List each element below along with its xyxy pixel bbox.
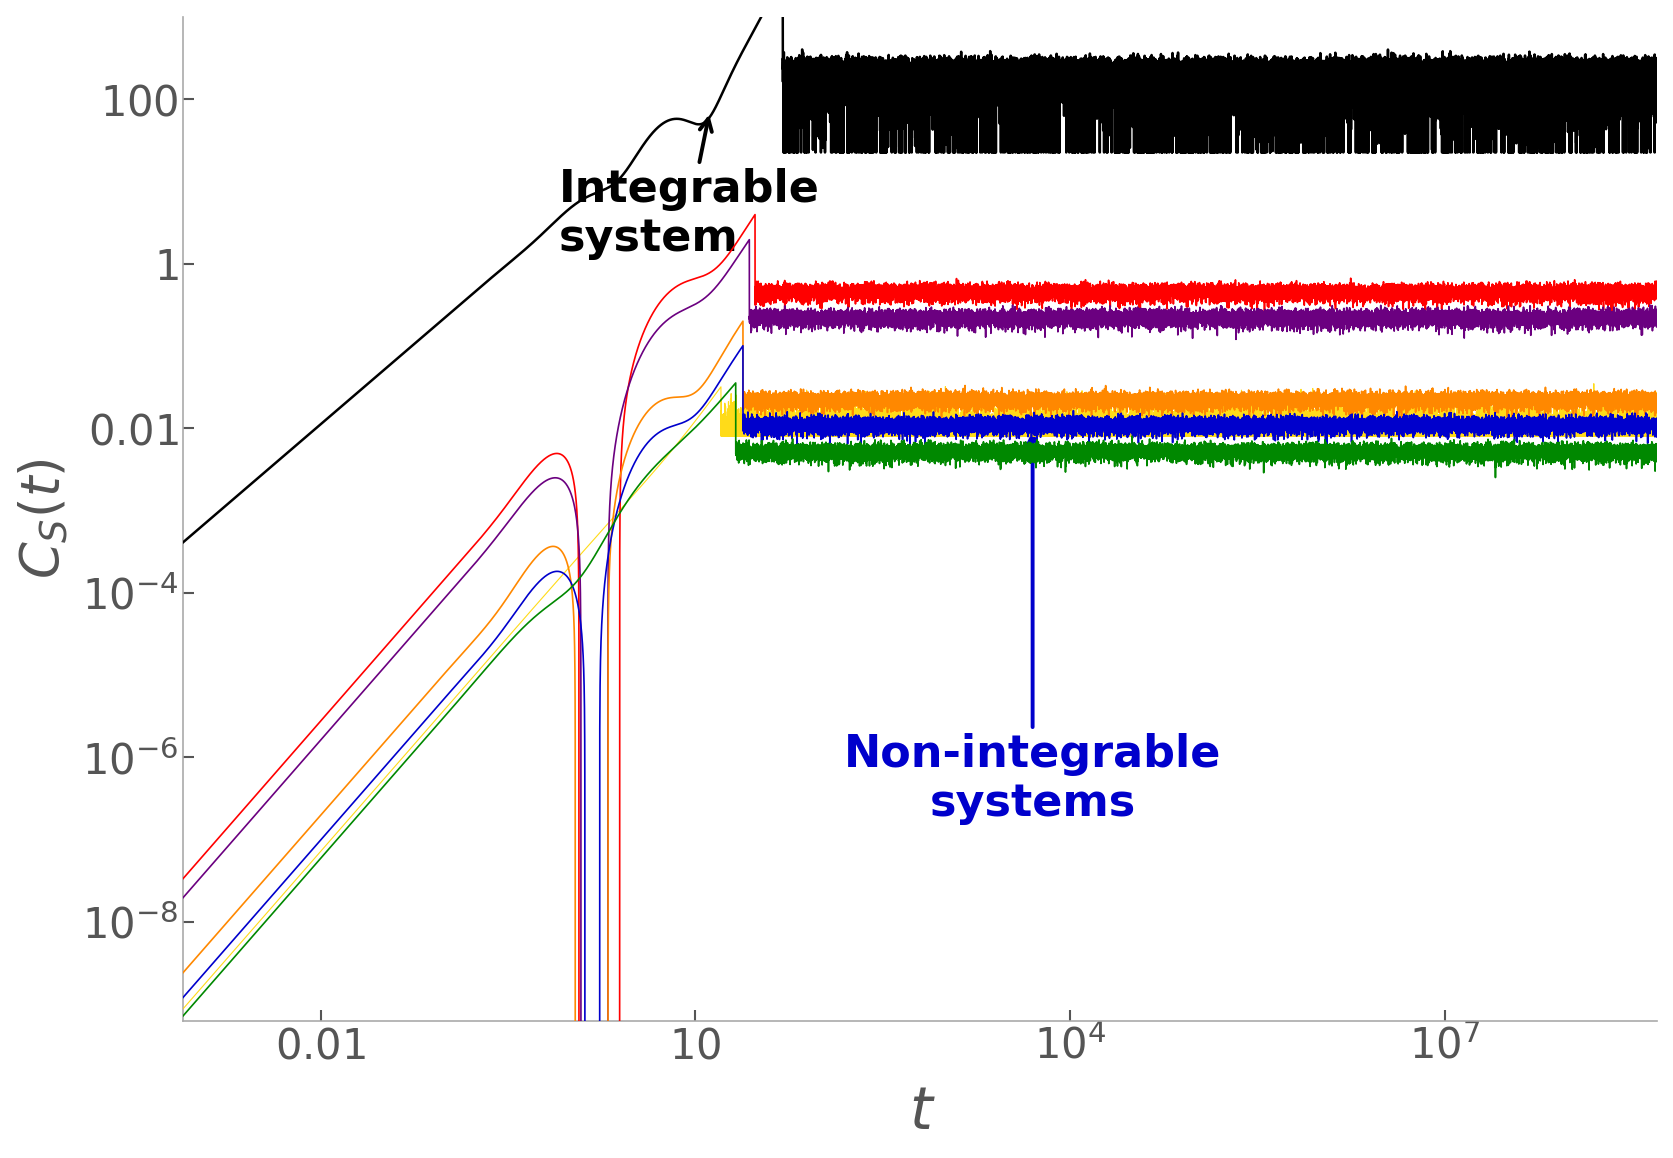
Text: Integrable
system: Integrable system <box>559 119 818 261</box>
X-axis label: t: t <box>908 1084 932 1142</box>
Text: Non-integrable
systems: Non-integrable systems <box>843 435 1221 826</box>
Y-axis label: $C_S(t)$: $C_S(t)$ <box>17 459 70 579</box>
